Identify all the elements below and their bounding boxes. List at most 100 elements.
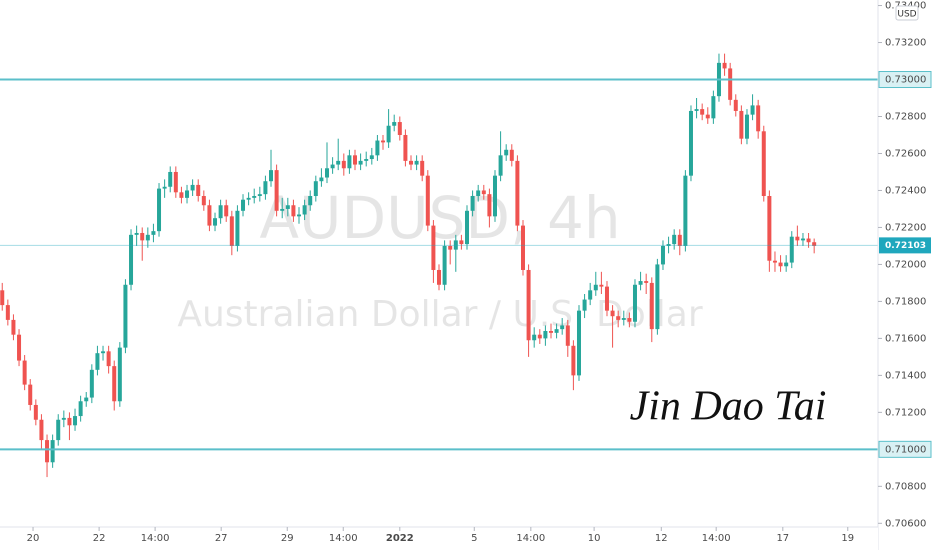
candle-body: [772, 260, 777, 263]
candle-body: [50, 440, 55, 463]
candle-body: [711, 96, 716, 119]
y-tick-label: 0.72600: [885, 148, 926, 159]
candle-body: [437, 269, 441, 285]
candle-body: [67, 417, 72, 426]
candle-body: [39, 419, 44, 441]
currency: USD: [897, 10, 916, 20]
candle-body: [185, 190, 190, 198]
candle-body: [756, 105, 761, 132]
candle-body: [453, 240, 458, 250]
axes: 0.734000.732000.728000.726000.724000.722…: [27, 1, 932, 544]
y-tick-label: 0.71200: [885, 407, 926, 418]
candle-body: [515, 160, 520, 226]
x-tick-label: 10: [588, 533, 601, 544]
currency-box: [895, 5, 919, 21]
watermark: AUDUSD, 4h Australian Dollar / U.S. Doll…: [177, 184, 702, 335]
candle-body: [302, 205, 307, 215]
candle-body: [604, 286, 609, 311]
candle-body: [610, 310, 615, 317]
candle-body: [375, 140, 380, 156]
candle-body: [45, 440, 50, 463]
x-tick-label: 14:00: [141, 533, 170, 544]
candle-body: [347, 155, 352, 169]
candle-body: [722, 62, 727, 69]
candle-body: [5, 305, 10, 320]
candle-body: [56, 419, 61, 441]
candle-body: [207, 205, 212, 226]
candle-body: [78, 401, 83, 417]
candle-body: [224, 205, 229, 217]
candle-body: [151, 231, 156, 235]
candle-body: [213, 218, 218, 226]
candle-body: [269, 170, 274, 182]
y-tick-label: 0.72800: [885, 111, 926, 122]
candle-body: [364, 159, 369, 161]
candle-body: [644, 281, 649, 283]
candle-body: [358, 160, 363, 165]
candle-body: [353, 155, 358, 165]
candle-body: [33, 404, 38, 420]
candle-body: [257, 194, 262, 197]
candle-body: [470, 196, 475, 211]
candle-body: [117, 347, 122, 402]
x-tick-label: 22: [93, 533, 106, 544]
candle-body: [0, 290, 5, 306]
candle-body: [425, 175, 430, 226]
candle-body: [655, 264, 660, 330]
x-tick-label: 14:00: [516, 533, 545, 544]
candle-body: [448, 245, 453, 250]
y-tick-label: 0.71600: [885, 333, 926, 344]
y-tick-label: 0.73200: [885, 38, 926, 49]
candle-body: [728, 68, 733, 100]
time-axis: [0, 527, 878, 550]
level-label: 0.71000: [885, 444, 926, 455]
candle-body: [291, 205, 296, 217]
candle-body: [330, 164, 335, 169]
candle-body: [498, 155, 503, 176]
candle-body: [274, 170, 279, 211]
candle-body: [218, 205, 223, 219]
candle-body: [571, 345, 576, 376]
candle-body: [795, 236, 800, 241]
level-label: 0.73000: [885, 75, 926, 86]
candle-body: [241, 199, 246, 211]
candle-body: [431, 225, 436, 270]
x-tick-label: 14:00: [702, 533, 731, 544]
x-tick-label: 17: [776, 533, 789, 544]
candle-body: [157, 188, 162, 232]
candle-body: [554, 329, 559, 333]
y-tick-label: 0.72000: [885, 259, 926, 270]
candle-body: [397, 122, 402, 135]
candle-body: [784, 262, 789, 267]
candle-body: [442, 245, 447, 285]
candle-body: [767, 196, 772, 261]
candle-body: [101, 351, 106, 354]
candle-body: [386, 125, 391, 143]
candle-body: [576, 310, 581, 376]
candle-body: [246, 197, 251, 200]
candle-body: [381, 140, 386, 143]
candle-body: [532, 334, 537, 341]
candle-body: [61, 417, 66, 420]
x-tick-label: 29: [281, 533, 294, 544]
candle-body: [392, 122, 397, 126]
candle-body: [285, 205, 290, 209]
candle-body: [22, 360, 27, 385]
candle-body: [694, 109, 699, 111]
candle-body: [123, 284, 128, 348]
candle-body: [313, 181, 318, 197]
candle-body: [414, 160, 419, 165]
candle-body: [520, 225, 525, 270]
candle-body: [297, 214, 302, 217]
candle-body: [481, 190, 486, 195]
candle-body: [616, 316, 621, 320]
candle-body: [504, 149, 509, 156]
x-tick-label: 12: [655, 533, 668, 544]
candle-body: [761, 131, 766, 197]
candle-body: [582, 299, 587, 311]
candle-body: [280, 208, 285, 211]
candle-body: [744, 114, 749, 139]
y-tick-label: 0.71400: [885, 370, 926, 381]
candle-body: [420, 160, 425, 176]
candle-body: [459, 240, 464, 245]
